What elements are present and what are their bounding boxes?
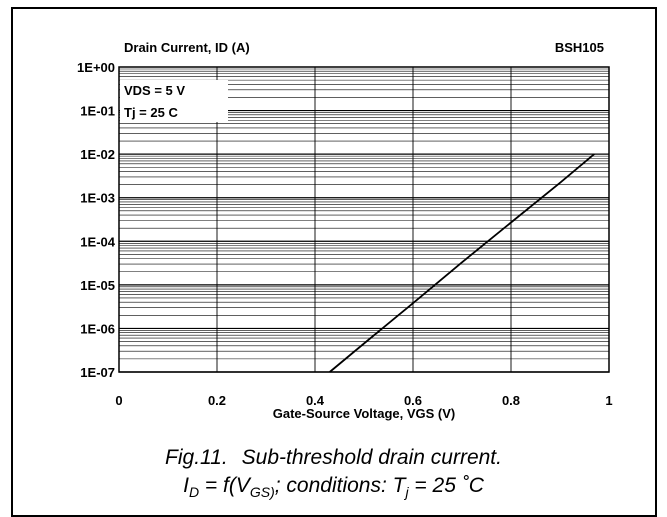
x-axis-ticks: 0 0.2 0.4 0.6 0.8 1 xyxy=(115,393,612,408)
figure-number: Fig.11. xyxy=(165,446,228,469)
grid xyxy=(118,67,610,373)
x-axis-label: Gate-Source Voltage, VGS (V) xyxy=(273,406,456,421)
x-tick-label: 0 xyxy=(115,393,122,408)
caption-func: = f(V xyxy=(199,474,250,497)
chart: 1E+00 1E-01 1E-02 1E-03 1E-04 1E-05 1E-06 1E-07… xyxy=(77,40,613,421)
figure-title: Sub-threshold drain current. xyxy=(241,446,502,469)
y-tick-label: 1E+00 xyxy=(77,60,115,75)
y-tick-label: 1E-01 xyxy=(80,104,115,119)
caption-tj-sub: j xyxy=(405,484,409,500)
series-line xyxy=(329,153,595,373)
x-tick-label: 0.8 xyxy=(502,393,520,408)
legend-box xyxy=(120,80,228,122)
caption-line-2: ID = f(VGS); conditions: Tj = 25 ˚C xyxy=(0,472,667,506)
caption-conditions: ; conditions: T xyxy=(274,474,406,497)
annotation-vds: VDS = 5 V xyxy=(124,83,185,98)
y-axis-ticks: 1E+00 1E-01 1E-02 1E-03 1E-04 1E-05 1E-06 1E-07 xyxy=(77,60,116,380)
caption-temp: = 25 ˚C xyxy=(408,474,484,497)
device-label: BSH105 xyxy=(555,40,604,55)
x-tick-label: 0.2 xyxy=(208,393,226,408)
y-tick-label: 1E-07 xyxy=(80,365,115,380)
y-tick-label: 1E-03 xyxy=(80,191,115,206)
x-tick-label: 0.4 xyxy=(306,393,325,408)
x-tick-label: 0.6 xyxy=(404,393,422,408)
y-tick-label: 1E-05 xyxy=(80,278,115,293)
x-tick-label: 1 xyxy=(605,393,612,408)
figure-caption: Fig.11. Sub-threshold drain current. ID =… xyxy=(0,444,667,506)
y-tick-label: 1E-04 xyxy=(80,234,115,249)
annotation-tj: Tj = 25 C xyxy=(124,105,178,120)
y-tick-label: 1E-02 xyxy=(80,147,115,162)
caption-line-1: Fig.11. Sub-threshold drain current. xyxy=(0,444,667,472)
caption-id-sub: D xyxy=(188,484,200,500)
caption-vgs-sub: GS) xyxy=(249,484,275,500)
conditions-legend: VDS = 5 V Tj = 25 C xyxy=(120,80,228,122)
chart-title: Drain Current, ID (A) xyxy=(124,40,250,55)
plot-area xyxy=(118,66,610,373)
y-tick-label: 1E-06 xyxy=(80,321,115,336)
caption-id: I xyxy=(183,474,189,497)
